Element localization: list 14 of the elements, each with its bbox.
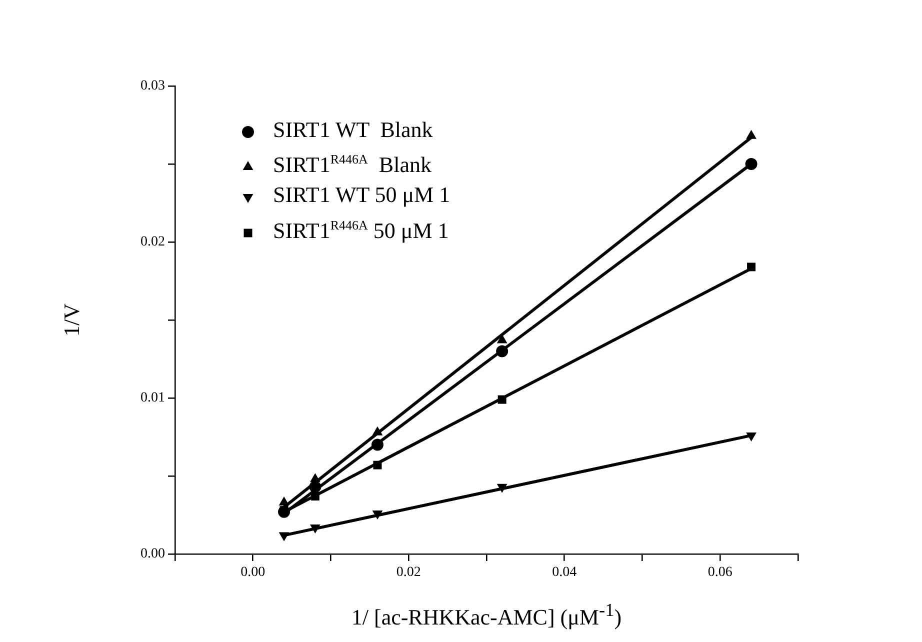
y-tick-label: 0.02	[140, 234, 165, 250]
y-tick-label: 0.03	[140, 78, 165, 94]
legend-label: SIRT1 WT 50 μM 1	[273, 182, 450, 208]
x-tick-label: 0.00	[240, 565, 266, 580]
legend-label: SIRT1 WT Blank	[273, 117, 433, 142]
legend-label: SIRT1$^{R446A}$ Blank	[273, 152, 432, 178]
y-tick-label: 0.00	[140, 546, 165, 562]
legend-label: SIRT1$^{R446A}$ 50 μM 1	[273, 217, 449, 243]
x-axis-title: 1/ [ac-RHKKac-AMC] (μM$^{-1}$)	[350, 600, 623, 630]
y-axis-title: 1/V	[59, 304, 85, 336]
x-tick-label: 0.06	[708, 565, 732, 580]
x-tick-label: 0.04	[552, 565, 577, 580]
y-tick-label: 0.01	[140, 390, 165, 406]
x-tick-label: 0.02	[396, 565, 421, 580]
